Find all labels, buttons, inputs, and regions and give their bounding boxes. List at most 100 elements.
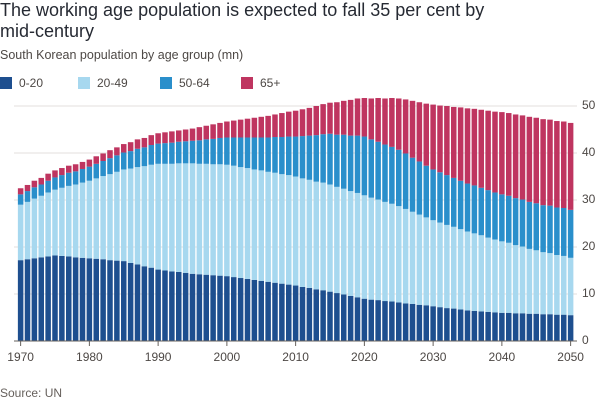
bar-segment xyxy=(299,178,306,287)
bar-segment xyxy=(107,174,113,261)
bar-segment xyxy=(24,191,31,202)
bar-segment xyxy=(79,257,86,341)
bar-segment xyxy=(533,313,539,341)
bar-segment xyxy=(265,171,271,282)
bar-segment xyxy=(155,163,161,270)
bar-segment xyxy=(327,184,333,292)
bar-segment xyxy=(457,107,464,181)
bar-segment xyxy=(86,180,93,259)
bar-segment xyxy=(471,108,478,186)
bar-segment xyxy=(182,129,189,142)
bar-segment xyxy=(237,278,244,341)
bar-segment xyxy=(114,147,120,156)
bar-segment xyxy=(554,207,560,255)
bar-segment xyxy=(162,163,168,271)
bar-segment xyxy=(134,264,141,341)
bar-segment xyxy=(203,139,209,164)
bar-segment xyxy=(45,180,51,193)
bar-segment xyxy=(567,257,574,316)
bar-segment xyxy=(59,255,65,341)
bar-segment xyxy=(457,229,464,310)
x-tick-label: 2040 xyxy=(489,350,516,364)
bar-segment xyxy=(45,192,51,257)
bar-segment xyxy=(162,132,168,144)
bar-segment xyxy=(121,152,127,170)
bar-segment xyxy=(526,116,533,202)
bar-segment xyxy=(251,117,258,138)
bar-segment xyxy=(382,144,388,202)
bar-segment xyxy=(279,174,285,284)
bar-segment xyxy=(38,177,44,185)
legend-label: 20-49 xyxy=(97,76,128,90)
bar-segment xyxy=(196,140,203,164)
bar-segment xyxy=(409,100,416,158)
bar-segment xyxy=(93,178,99,259)
bar-segment xyxy=(389,146,395,204)
bar-segment xyxy=(210,124,216,139)
bar-segment xyxy=(93,163,99,179)
bar-segment xyxy=(526,248,533,314)
bar-segment xyxy=(554,314,560,341)
bar-segment xyxy=(485,110,491,191)
bar-segment xyxy=(519,246,526,314)
bar-segment xyxy=(512,313,519,341)
bar-segment xyxy=(471,310,478,341)
bar-segment xyxy=(457,180,464,230)
bar-segment xyxy=(217,137,223,165)
bar-segment xyxy=(237,167,244,279)
bar-segment xyxy=(169,271,175,341)
bar-segment xyxy=(100,176,106,260)
bar-segment xyxy=(38,257,44,341)
bar-segment xyxy=(244,137,251,169)
bar-segment xyxy=(121,169,127,262)
bar-segment xyxy=(148,135,154,146)
legend-swatch xyxy=(78,77,90,89)
bar-segment xyxy=(134,148,141,168)
bar-segment xyxy=(519,115,526,200)
bar-segment xyxy=(341,134,347,189)
bar-segment xyxy=(533,203,539,251)
bar-segment xyxy=(334,186,340,294)
bar-segment xyxy=(217,275,223,341)
bar-segment xyxy=(354,192,361,298)
bar-segment xyxy=(155,269,161,341)
bar-segment xyxy=(492,239,498,313)
bar-segment xyxy=(402,208,409,304)
bar-segment xyxy=(375,300,381,341)
x-tick-label: 2010 xyxy=(282,350,309,364)
bar-segment xyxy=(148,145,154,165)
bar-segment xyxy=(231,277,237,341)
bar-segment xyxy=(327,133,333,185)
bar-segment xyxy=(114,171,120,261)
bar-segment xyxy=(244,168,251,279)
bar-segment xyxy=(196,163,203,275)
bar-segment xyxy=(286,111,292,137)
legend-swatch xyxy=(241,77,253,89)
bar-segment xyxy=(141,266,148,341)
bar-segment xyxy=(272,114,278,138)
bar-segment xyxy=(244,118,251,138)
bar-segment xyxy=(176,141,182,164)
bar-segment xyxy=(561,207,567,256)
legend-label: 0-20 xyxy=(19,76,43,90)
bar-segment xyxy=(292,136,299,177)
bar-segment xyxy=(45,256,51,341)
bar-segment xyxy=(389,203,395,302)
x-tick-label: 1970 xyxy=(7,350,34,364)
x-tick-label: 2000 xyxy=(214,350,241,364)
bar-segment xyxy=(444,175,450,225)
bar-segment xyxy=(121,144,127,153)
bar-segment xyxy=(121,261,127,341)
bar-segment xyxy=(526,313,533,341)
y-tick-label: 50 xyxy=(582,98,596,112)
bar-segment xyxy=(423,103,429,166)
bar-segment xyxy=(196,127,203,141)
bar-segment xyxy=(100,259,106,341)
bar-segment xyxy=(499,241,505,313)
chart-subtitle: South Korean population by age group (mn… xyxy=(0,48,244,62)
bar-segment xyxy=(189,140,196,164)
bar-segment xyxy=(347,135,354,192)
bar-segment xyxy=(478,109,484,188)
bar-segment xyxy=(327,102,333,134)
